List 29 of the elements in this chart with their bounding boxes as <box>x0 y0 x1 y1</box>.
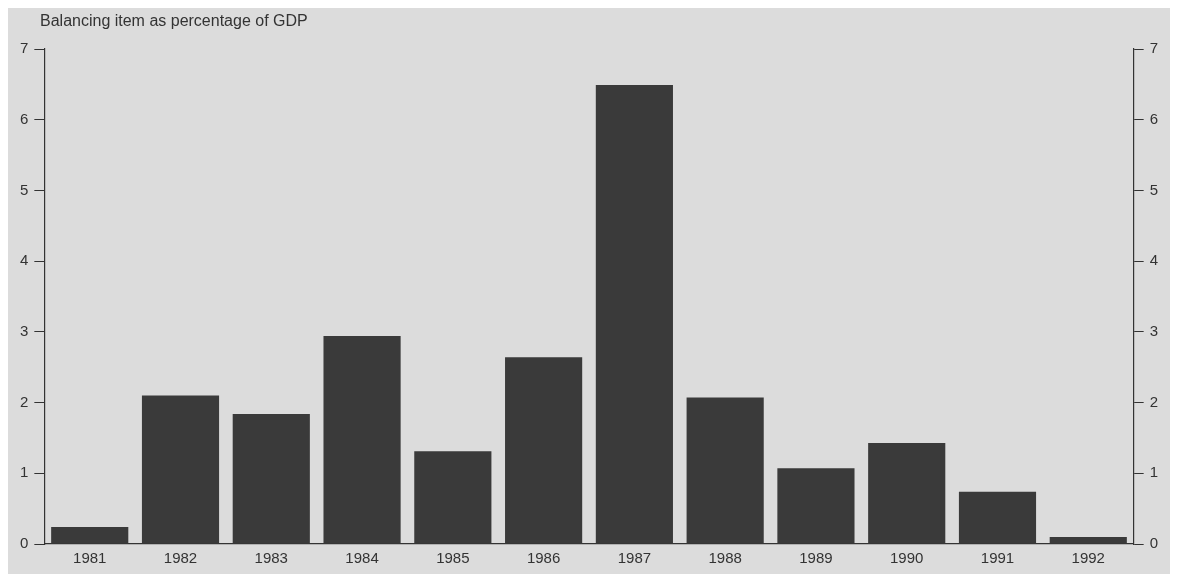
y2-tick-label: 3 <box>1149 322 1158 339</box>
x-tick-label: 1991 <box>980 549 1015 567</box>
x-tick-label: 1987 <box>617 549 652 567</box>
y-tick-label: 2 <box>20 392 29 410</box>
x-tick-label: 1989 <box>799 549 833 567</box>
y-tick-label: 6 <box>20 109 29 127</box>
y2-tick-label: 5 <box>1149 180 1158 198</box>
y-tick-label: 5 <box>20 180 29 198</box>
x-tick-label: 1992 <box>1071 549 1105 567</box>
y-tick-label: 3 <box>20 322 29 339</box>
x-tick-label: 1981 <box>73 549 107 567</box>
y-axis-title: Balancing item as percentage of GDP <box>39 11 309 31</box>
y-tick-label: 1 <box>20 463 29 481</box>
x-tick-label: 1985 <box>436 549 470 567</box>
y-tick-label: 4 <box>20 251 29 269</box>
x-tick-label: 1986 <box>526 549 561 567</box>
x-tick-label: 1983 <box>254 549 288 567</box>
y-tick-label: 7 <box>20 39 29 57</box>
x-tick-label: 1990 <box>890 549 924 567</box>
y2-tick-label: 4 <box>1149 251 1158 269</box>
x-tick-label: 1984 <box>345 549 379 567</box>
y-tick-label: 0 <box>20 534 29 552</box>
y2-tick-label: 6 <box>1149 109 1158 127</box>
y2-tick-label: 0 <box>1149 534 1158 552</box>
y2-tick-label: 2 <box>1149 392 1158 410</box>
y2-tick-label: 7 <box>1149 39 1158 57</box>
y2-tick-label: 1 <box>1149 463 1158 481</box>
x-tick-label: 1988 <box>708 549 742 567</box>
x-tick-label: 1982 <box>163 549 198 567</box>
